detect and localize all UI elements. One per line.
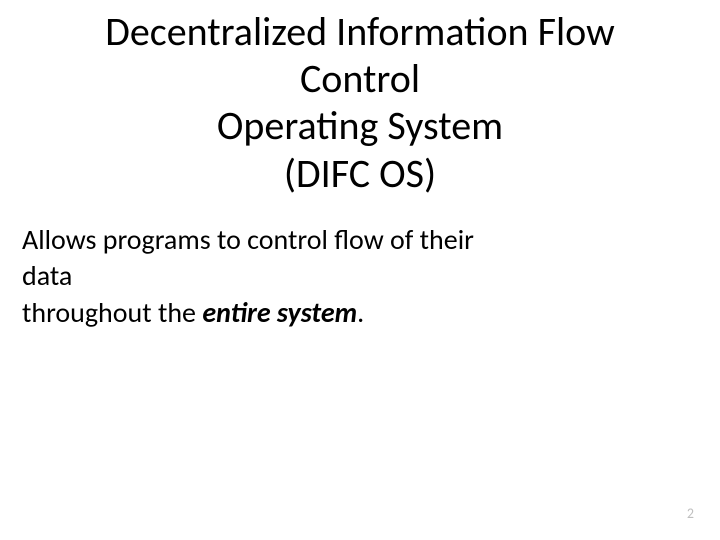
slide-body: Allows programs to control flow of their…	[22, 222, 698, 331]
slide-title: Decentralized Information Flow Control O…	[0, 8, 720, 197]
body-line-3-emph: entire system	[202, 295, 357, 330]
body-line-1: Allows programs to control flow of their	[22, 222, 698, 258]
title-line-3: Operating System	[217, 101, 503, 150]
slide: Decentralized Information Flow Control O…	[0, 0, 720, 540]
body-line-3: throughout the entire system.	[22, 295, 698, 331]
body-line-2: data	[22, 258, 698, 294]
page-number: 2	[687, 505, 694, 522]
body-line-3-pre: throughout the	[22, 295, 202, 330]
body-line-3-post: .	[357, 295, 364, 330]
title-line-2: Control	[300, 54, 420, 103]
title-line-1: Decentralized Information Flow	[105, 7, 614, 56]
title-line-4: (DIFC OS)	[284, 149, 436, 198]
